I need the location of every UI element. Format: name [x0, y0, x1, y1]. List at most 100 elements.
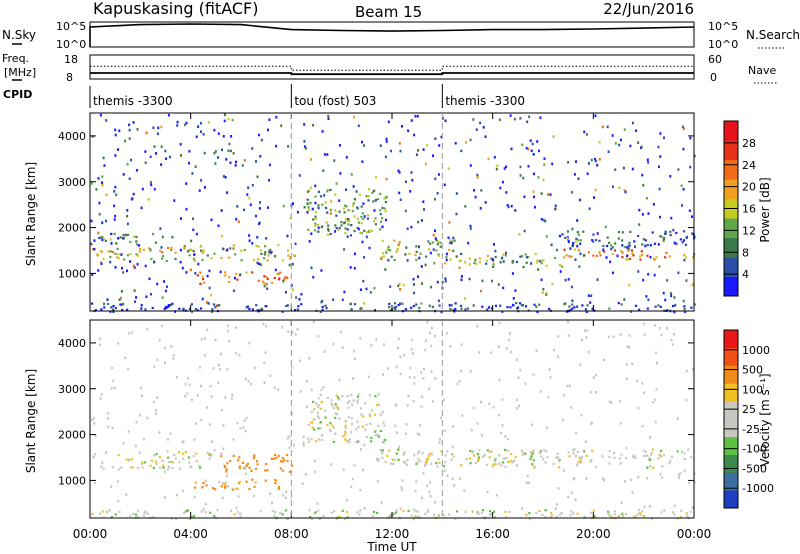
- heatmap-cell: [164, 346, 167, 350]
- heatmap-cell: [228, 142, 231, 146]
- heatmap-cell: [214, 162, 217, 165]
- heatmap-cell: [198, 366, 201, 369]
- heatmap-cell: [98, 212, 101, 216]
- heatmap-cell: [422, 471, 425, 475]
- heatmap-cell: [110, 516, 113, 519]
- heatmap-cell: [115, 242, 118, 245]
- heatmap-cell: [250, 469, 253, 472]
- heatmap-cell: [374, 217, 377, 220]
- heatmap-cell: [398, 445, 401, 449]
- heatmap-cell: [225, 474, 228, 478]
- heatmap-cell: [637, 475, 640, 479]
- heatmap-cell: [691, 506, 694, 509]
- heatmap-cell: [532, 449, 535, 453]
- heatmap-cell: [212, 303, 215, 306]
- heatmap-cell: [210, 257, 213, 260]
- heatmap-cell: [317, 427, 320, 430]
- heatmap-cell: [639, 255, 642, 258]
- heatmap-cell: [102, 468, 105, 471]
- heatmap-cell: [204, 186, 206, 189]
- heatmap-cell: [336, 412, 339, 416]
- heatmap-cell: [451, 240, 454, 244]
- heatmap-cell: [97, 269, 100, 272]
- heatmap-cell: [363, 507, 366, 510]
- heatmap-cell: [341, 394, 344, 398]
- heatmap-cell: [455, 510, 459, 513]
- heatmap-cell: [262, 322, 265, 325]
- heatmap-cell: [403, 353, 406, 357]
- heatmap-cell: [557, 456, 560, 459]
- heatmap-cell: [159, 227, 162, 230]
- heatmap-cell: [649, 453, 653, 456]
- heatmap-cell: [364, 402, 367, 405]
- heatmap-cell: [596, 163, 599, 167]
- heatmap-cell: [137, 244, 140, 247]
- heatmap-cell: [687, 448, 690, 451]
- heatmap-cell: [481, 279, 484, 283]
- heatmap-cell: [393, 458, 397, 462]
- heatmap-cell: [298, 298, 301, 301]
- heatmap-cell: [419, 460, 422, 463]
- heatmap-cell: [377, 435, 381, 438]
- heatmap-cell: [395, 509, 398, 512]
- heatmap-cell: [417, 149, 420, 152]
- heatmap-cell: [371, 514, 375, 517]
- heatmap-cell: [244, 472, 247, 475]
- heatmap-cell: [279, 511, 282, 514]
- colorbar-swatch: [724, 121, 738, 141]
- heatmap-cell: [583, 130, 586, 134]
- heatmap-cell: [655, 256, 658, 259]
- heatmap-cell: [365, 231, 368, 234]
- heatmap-cell: [120, 466, 123, 469]
- heatmap-cell: [195, 232, 198, 236]
- heatmap-cell: [194, 165, 197, 168]
- heatmap-cell: [384, 218, 387, 222]
- heatmap-cell: [324, 304, 327, 307]
- heatmap-cell: [426, 484, 429, 488]
- heatmap-cell: [528, 517, 531, 520]
- heatmap-cell: [247, 380, 250, 383]
- heatmap-cell: [317, 406, 320, 409]
- heatmap-cell: [618, 186, 621, 189]
- heatmap-cell: [254, 481, 257, 484]
- heatmap-cell: [683, 310, 687, 313]
- heatmap-cell: [420, 302, 423, 305]
- heatmap-cell: [275, 115, 278, 119]
- heatmap-cell: [317, 334, 320, 338]
- heatmap-cell: [318, 517, 321, 520]
- heatmap-cell: [626, 258, 629, 261]
- heatmap-cell: [171, 461, 174, 464]
- heatmap-cell: [133, 266, 136, 269]
- heatmap-cell: [194, 486, 197, 489]
- heatmap-cell: [476, 173, 479, 177]
- heatmap-cell: [379, 449, 382, 452]
- x-axis-ticks: 00:00 04:00 08:00 12:00 16:00 20:00 00:00: [73, 527, 712, 541]
- heatmap-cell: [560, 511, 563, 515]
- heatmap-cell: [638, 223, 641, 226]
- heatmap-cell: [100, 235, 103, 238]
- heatmap-cell: [449, 308, 452, 311]
- heatmap-cell: [268, 248, 271, 252]
- heatmap-cell: [229, 149, 232, 153]
- heatmap-cell: [312, 400, 315, 403]
- heatmap-cell: [535, 261, 539, 264]
- heatmap-cell: [434, 334, 437, 338]
- heatmap-cell: [290, 495, 293, 499]
- heatmap-cell: [456, 382, 459, 386]
- heatmap-cell: [540, 217, 543, 221]
- heatmap-cell: [513, 117, 516, 121]
- heatmap-cell: [626, 345, 629, 348]
- heatmap-cell: [592, 240, 595, 243]
- heatmap-cell: [580, 457, 583, 460]
- heatmap-cell: [488, 450, 491, 453]
- heatmap-cell: [332, 298, 335, 301]
- heatmap-cell: [476, 453, 479, 456]
- heatmap-cell: [224, 481, 227, 485]
- heatmap-cell: [104, 239, 107, 242]
- heatmap-cell: [673, 241, 676, 245]
- heatmap-cell: [353, 215, 356, 218]
- heatmap-cell: [374, 395, 377, 398]
- heatmap-cell: [117, 499, 120, 503]
- heatmap-cell: [612, 335, 615, 339]
- heatmap-cell: [482, 509, 485, 512]
